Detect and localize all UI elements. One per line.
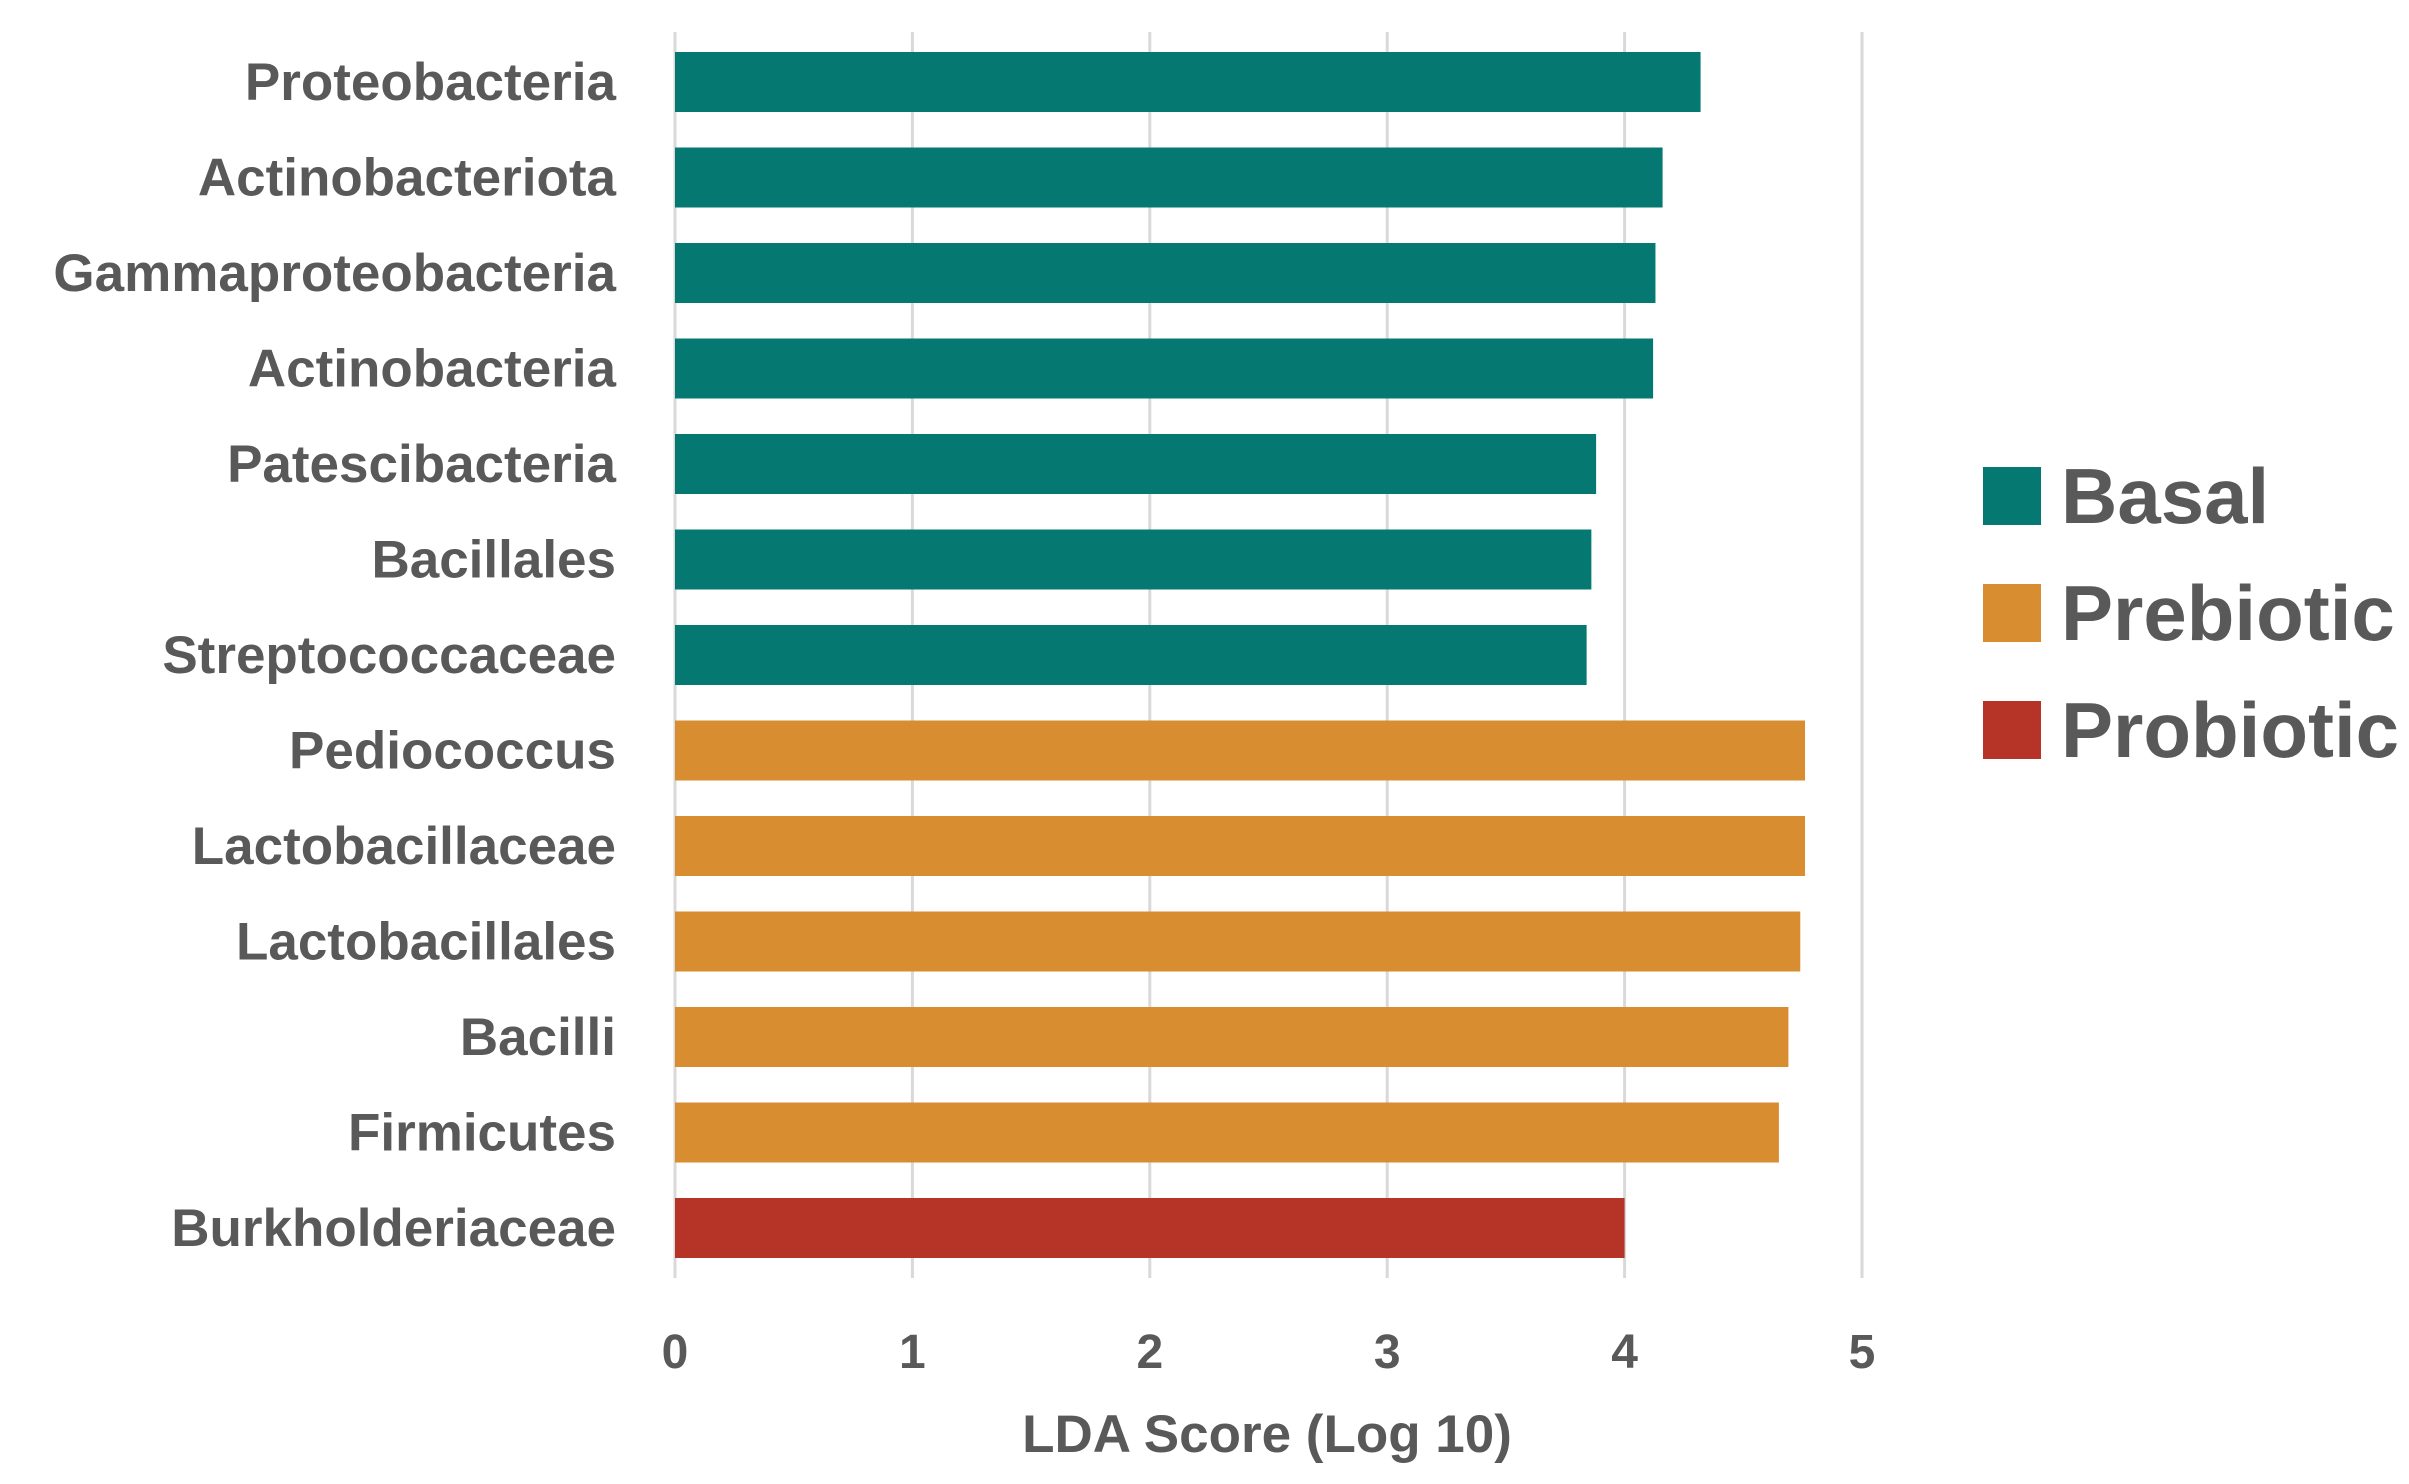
category-label-actinobacteriota: Actinobacteriota bbox=[198, 149, 617, 208]
bar-pediococcus bbox=[675, 720, 1806, 781]
x-tick-label-layer: 0 1 2 3 4 5 bbox=[662, 1326, 1876, 1379]
category-label-pediococcus: Pediococcus bbox=[289, 722, 616, 781]
x-tick-label-4: 4 bbox=[1611, 1326, 1638, 1379]
category-label-bacilli: Bacilli bbox=[460, 1008, 616, 1067]
bar-bacillales bbox=[675, 529, 1592, 590]
bar-firmicutes bbox=[675, 1102, 1779, 1163]
bar-layer bbox=[675, 52, 1806, 1258]
bar-actinobacteriota bbox=[675, 147, 1663, 208]
bar-lactobacillales bbox=[675, 911, 1801, 972]
x-tick-label-2: 2 bbox=[1136, 1326, 1163, 1379]
category-label-lactobacillaceae: Lactobacillaceae bbox=[192, 817, 616, 876]
category-label-layer: Proteobacteria Actinobacteriota Gammaprote… bbox=[53, 53, 616, 1258]
category-label-actinobacteria: Actinobacteria bbox=[248, 340, 617, 399]
legend-label-probiotic: Probiotic bbox=[2061, 686, 2399, 774]
category-label-streptococcaceae: Streptococcaceae bbox=[162, 626, 616, 685]
category-label-burkholderiaceae: Burkholderiaceae bbox=[171, 1199, 616, 1258]
x-axis-title: LDA Score (Log 10) bbox=[1022, 1405, 1512, 1464]
legend-label-prebiotic: Prebiotic bbox=[2061, 569, 2395, 657]
bar-actinobacteria bbox=[675, 338, 1654, 399]
category-label-proteobacteria: Proteobacteria bbox=[245, 53, 617, 112]
x-tick-label-1: 1 bbox=[899, 1326, 926, 1379]
category-label-patescibacteria: Patescibacteria bbox=[227, 435, 616, 494]
bar-streptococcaceae bbox=[675, 625, 1587, 685]
category-label-lactobacillales: Lactobacillales bbox=[236, 913, 616, 972]
legend: Basal Prebiotic Probiotic bbox=[1983, 452, 2399, 774]
bar-patescibacteria bbox=[675, 434, 1597, 494]
category-label-bacillales: Bacillales bbox=[371, 531, 616, 590]
x-tick-label-5: 5 bbox=[1849, 1326, 1876, 1379]
legend-swatch-basal bbox=[1983, 467, 2041, 525]
bar-gammaproteobacteria bbox=[675, 243, 1656, 303]
bar-bacilli bbox=[675, 1007, 1789, 1067]
legend-label-basal: Basal bbox=[2061, 452, 2269, 540]
legend-swatch-probiotic bbox=[1983, 701, 2041, 759]
category-label-firmicutes: Firmicutes bbox=[348, 1104, 616, 1163]
x-tick-label-0: 0 bbox=[662, 1326, 689, 1379]
category-label-gammaproteobacteria: Gammaproteobacteria bbox=[53, 244, 616, 303]
bar-proteobacteria bbox=[675, 52, 1701, 112]
x-tick-label-3: 3 bbox=[1374, 1326, 1401, 1379]
bar-lactobacillaceae bbox=[675, 816, 1806, 876]
legend-swatch-prebiotic bbox=[1983, 584, 2041, 642]
bar-burkholderiaceae bbox=[675, 1198, 1625, 1258]
